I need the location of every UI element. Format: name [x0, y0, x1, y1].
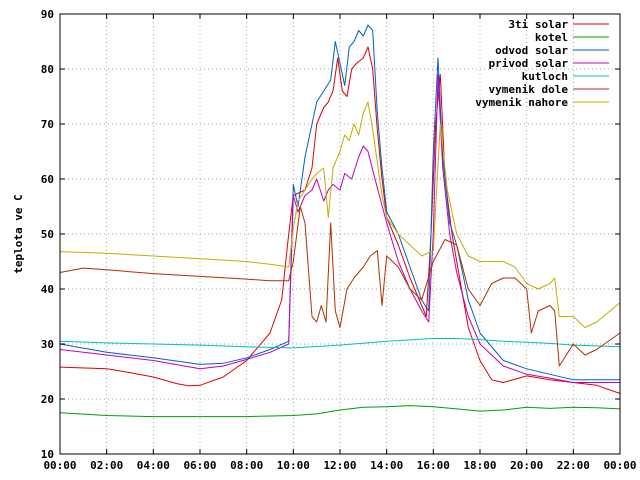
x-tick-label: 12:00	[323, 459, 356, 472]
legend-label: vymenik nahore	[475, 96, 568, 109]
y-axis-label: teplota ve C	[12, 194, 25, 273]
y-tick-label: 40	[41, 283, 54, 296]
y-tick-label: 10	[41, 448, 54, 461]
series-line-7	[59, 101, 621, 328]
series-line-2	[59, 405, 621, 418]
series-line-4	[59, 74, 620, 383]
x-tick-label: 04:00	[137, 459, 170, 472]
legend-label: kutloch	[522, 70, 568, 83]
legend-label: 3ti solar	[508, 18, 568, 31]
legend-label: odvod solar	[495, 44, 568, 57]
x-tick-label: 20:00	[510, 459, 543, 472]
y-tick-label: 20	[41, 393, 54, 406]
x-axis-ticks: 00:00 02:00 04:00 06:00 08:00 10:00 12:00 14:00…	[43, 14, 637, 472]
series-lines	[59, 24, 621, 418]
x-tick-label: 00:00	[43, 459, 76, 472]
x-tick-label: 18:00	[463, 459, 496, 472]
y-tick-label: 60	[41, 173, 54, 186]
x-tick-label: 08:00	[230, 459, 263, 472]
series-line-6	[59, 206, 621, 367]
y-tick-label: 30	[41, 338, 54, 351]
x-tick-label: 14:00	[370, 459, 403, 472]
y-axis-ticks: 10 20 30 40 50 60 70 80 90	[41, 8, 620, 461]
legend-label: vymenik dole	[489, 83, 569, 96]
x-tick-label: 16:00	[417, 459, 450, 472]
x-tick-label: 22:00	[557, 459, 590, 472]
series-line-1	[59, 46, 621, 394]
series-line-5	[59, 338, 621, 349]
x-tick-label: 10:00	[277, 459, 310, 472]
y-tick-label: 80	[41, 63, 54, 76]
x-tick-label: 00:00	[603, 459, 636, 472]
y-tick-label: 70	[41, 118, 54, 131]
x-tick-label: 02:00	[90, 459, 123, 472]
y-tick-label: 50	[41, 228, 54, 241]
x-tick-label: 06:00	[183, 459, 216, 472]
y-tick-label: 90	[41, 8, 54, 21]
legend-label: privod solar	[489, 57, 569, 70]
legend-label: kotel	[535, 31, 568, 44]
